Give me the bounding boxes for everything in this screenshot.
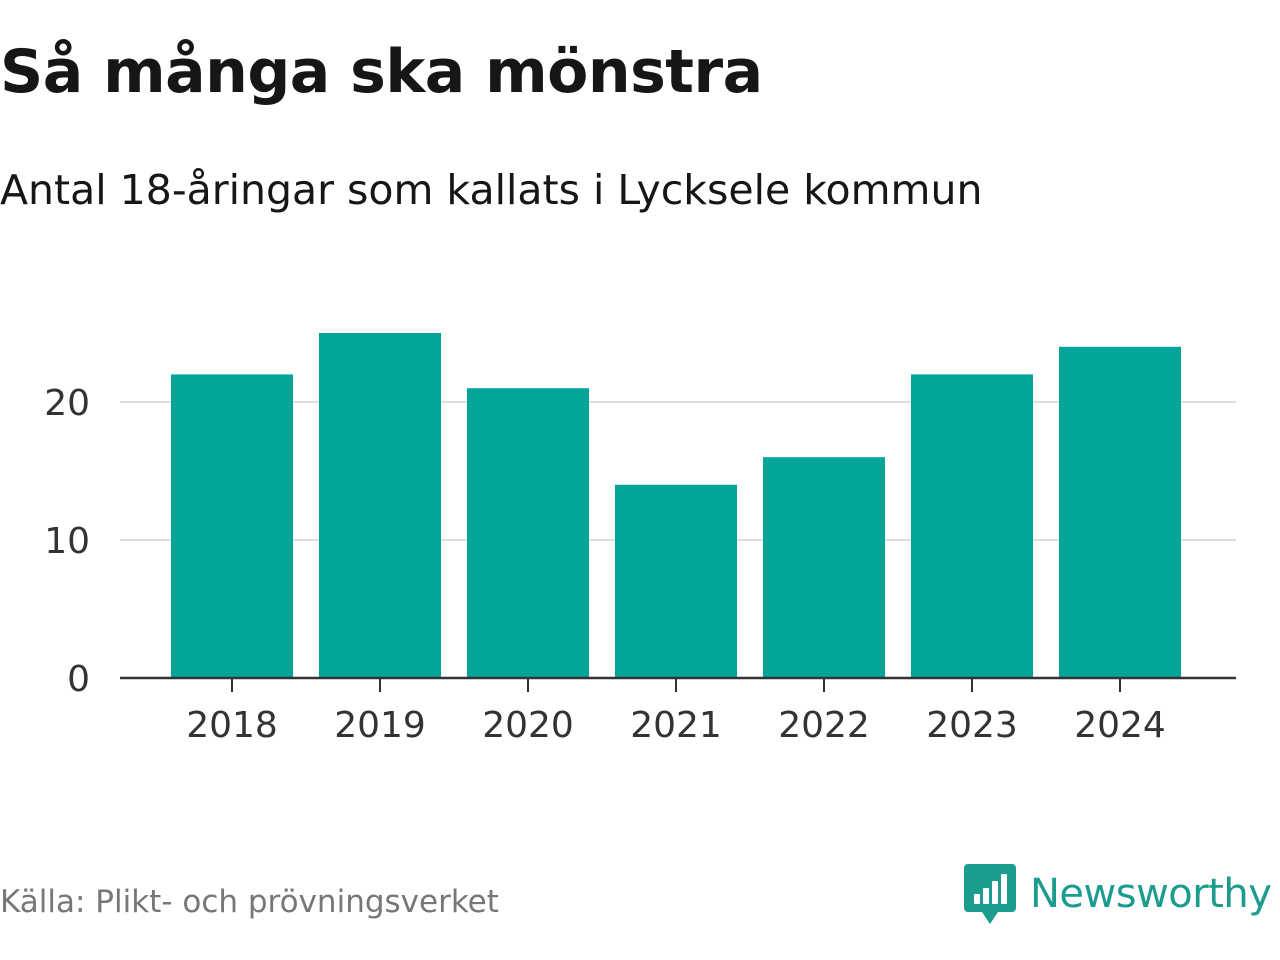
x-axis-labels: 2018 2019 2020 2021 2022 2023 2024 <box>186 705 1166 746</box>
x-tick-label-2021: 2021 <box>630 705 722 746</box>
bar-2019[interactable] <box>319 333 441 678</box>
bar-2020[interactable] <box>467 388 589 678</box>
chart-title: Så många ska mönstra <box>0 37 763 107</box>
x-tick-label-2020: 2020 <box>482 705 574 746</box>
x-tick-label-2023: 2023 <box>926 705 1018 746</box>
bar-2021[interactable] <box>615 484 737 678</box>
newsworthy-logo-text: Newsworthy <box>1030 871 1272 917</box>
newsworthy-logo-icon <box>964 864 1016 924</box>
y-tick-label-10: 10 <box>44 521 90 562</box>
bar-2022[interactable] <box>763 457 885 678</box>
x-tick-label-2022: 2022 <box>778 705 870 746</box>
x-tick-label-2018: 2018 <box>186 705 278 746</box>
y-tick-label-0: 0 <box>67 659 90 700</box>
bar-2023[interactable] <box>911 374 1033 678</box>
bar-2024[interactable] <box>1059 346 1181 678</box>
source-note: Källa: Plikt- och prövningsverket <box>0 884 499 920</box>
bar-2018[interactable] <box>171 374 293 678</box>
newsworthy-logo[interactable]: Newsworthy <box>964 862 1272 926</box>
chart-subtitle: Antal 18-åringar som kallats i Lycksele … <box>0 166 983 214</box>
x-tick-label-2019: 2019 <box>334 705 426 746</box>
bars <box>171 333 1181 678</box>
y-axis-labels: 0 10 20 <box>44 383 90 700</box>
x-axis <box>120 676 1236 692</box>
y-tick-label-20: 20 <box>44 383 90 424</box>
x-tick-label-2024: 2024 <box>1074 705 1166 746</box>
